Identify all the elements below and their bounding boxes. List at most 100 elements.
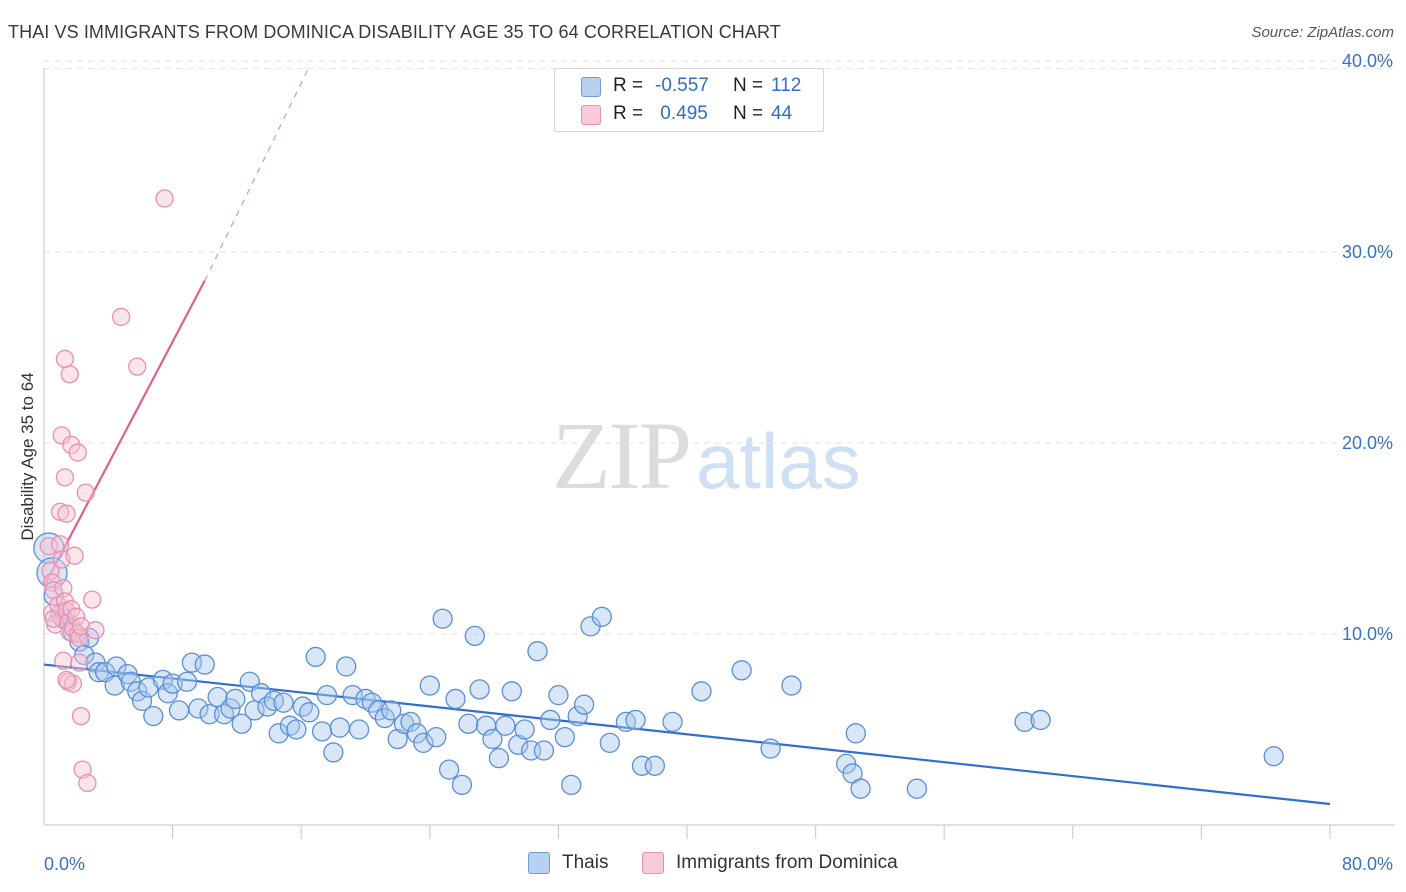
- data-point-thais: [336, 656, 357, 677]
- data-point-thais: [482, 728, 503, 750]
- source-label: Source: ZipAtlas.com: [1251, 24, 1394, 41]
- data-point-thais: [432, 608, 453, 629]
- data-point-thais: [104, 675, 125, 696]
- data-point-thais: [731, 660, 752, 681]
- data-point-dominica: [39, 536, 58, 556]
- data-point-thais: [691, 681, 712, 702]
- data-point-dominica: [78, 773, 97, 793]
- data-point-thais: [181, 652, 203, 673]
- x-tick-label: 0.0%: [44, 854, 85, 874]
- data-point-thais: [323, 742, 344, 763]
- data-point-dominica: [71, 617, 91, 636]
- data-point-thais: [561, 774, 582, 796]
- data-point-dominica: [55, 468, 75, 487]
- data-point-dominica: [60, 365, 79, 384]
- data-point-thais: [131, 690, 153, 711]
- data-point-thais: [469, 679, 490, 700]
- data-point-dominica: [128, 357, 147, 376]
- data-point-thais: [299, 702, 320, 723]
- data-point-dominica: [65, 546, 84, 565]
- data-point-dominica: [76, 483, 95, 502]
- data-point-thais: [157, 683, 178, 704]
- data-point-thais: [438, 759, 460, 780]
- bottom-legend-dominica[interactable]: Immigrants from Dominica: [642, 852, 898, 874]
- data-point-thais: [199, 704, 220, 725]
- data-point-thais: [311, 721, 333, 742]
- data-point-dominica: [70, 653, 89, 672]
- legend-row-thais: R = -0.557 N = 112: [555, 73, 823, 99]
- bottom-legend-thais[interactable]: Thais: [528, 852, 608, 874]
- chart-title: THAI VS IMMIGRANTS FROM DOMINICA DISABIL…: [8, 22, 781, 42]
- data-point-dominica: [57, 670, 76, 689]
- data-point-dominica: [68, 443, 87, 462]
- legend-n-value: 44: [771, 103, 793, 124]
- axis-layer: [43, 68, 1395, 839]
- legend-swatch-dominica: [581, 105, 601, 125]
- data-point-thais: [176, 671, 198, 692]
- data-point-thais: [400, 711, 421, 733]
- data-point-thais: [305, 646, 326, 668]
- data-point-thais: [381, 700, 402, 721]
- legend-n-label: N =: [733, 103, 764, 124]
- x-tick-label: 80.0%: [1342, 854, 1393, 874]
- legend-row-dominica: R = 0.495 N = 44: [555, 101, 823, 127]
- legend-box: R = -0.557 N = 112 R = 0.495 N = 44: [554, 68, 824, 132]
- point-layer: [33, 189, 1284, 799]
- data-point-thais: [458, 713, 479, 734]
- data-point-thais: [540, 709, 561, 731]
- data-point-thais: [188, 698, 209, 719]
- data-point-dominica: [52, 426, 71, 445]
- data-point-dominica: [55, 349, 75, 369]
- data-point-thais: [355, 688, 376, 710]
- bottom-legend: Thais Immigrants from Dominica: [0, 852, 1406, 878]
- grid-layer: [44, 60, 1395, 635]
- data-point-thais: [168, 700, 190, 721]
- data-point-thais: [533, 740, 555, 761]
- data-point-thais: [906, 778, 928, 799]
- data-point-thais: [419, 675, 440, 696]
- data-point-thais: [781, 675, 802, 696]
- data-point-thais: [143, 705, 164, 727]
- data-point-thais: [292, 696, 313, 717]
- data-point-dominica: [54, 651, 73, 670]
- data-point-thais: [514, 719, 535, 740]
- data-point-thais: [342, 684, 363, 706]
- data-point-thais: [495, 715, 516, 736]
- data-point-thais: [426, 726, 447, 748]
- data-point-thais: [464, 625, 485, 647]
- data-point-dominica: [155, 189, 174, 208]
- data-point-thais: [286, 719, 307, 740]
- y-tick-label: 40.0%: [1342, 51, 1393, 71]
- data-point-thais: [348, 719, 370, 740]
- data-point-thais: [225, 688, 246, 710]
- data-point-thais: [554, 726, 575, 748]
- legend-n-label: N =: [733, 75, 764, 96]
- data-point-thais: [591, 606, 612, 627]
- trend-extension-dominica: [204, 66, 310, 281]
- bottom-legend-swatch-dominica: [642, 852, 664, 874]
- data-point-thais: [316, 684, 338, 706]
- y-tick-label: 20.0%: [1342, 433, 1393, 453]
- watermark: ZIPatlas: [552, 400, 861, 511]
- data-point-thais: [644, 755, 665, 776]
- y-axis-title: Disability Age 35 to 64: [18, 372, 37, 540]
- data-point-thais: [567, 705, 588, 727]
- data-point-thais: [527, 641, 548, 662]
- data-point-thais: [662, 711, 683, 733]
- bottom-legend-label-dominica: Immigrants from Dominica: [676, 852, 898, 873]
- legend-r-value: 0.495: [655, 103, 708, 124]
- data-point-thais: [220, 698, 241, 719]
- bottom-legend-swatch-thais: [528, 852, 550, 874]
- data-point-dominica: [57, 504, 76, 523]
- data-point-thais: [231, 713, 252, 734]
- data-point-thais: [599, 732, 620, 754]
- data-point-dominica: [86, 621, 105, 640]
- data-point-thais: [508, 734, 529, 755]
- data-point-thais: [257, 696, 278, 717]
- data-point-thais: [488, 748, 510, 769]
- y-tick-label: 30.0%: [1342, 242, 1393, 262]
- label-layer: 10.0% 20.0% 30.0% 40.0% 0.0% 80.0% Disability …: [18, 51, 1393, 874]
- data-point-thais: [250, 683, 272, 704]
- data-point-thais: [501, 681, 522, 702]
